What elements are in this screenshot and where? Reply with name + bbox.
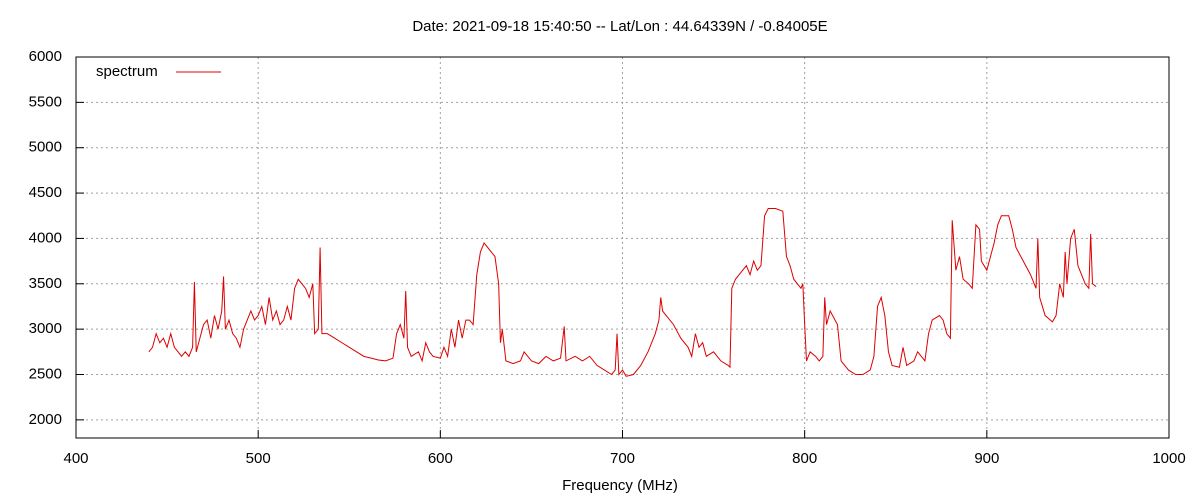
legend-label: spectrum [96, 63, 158, 80]
x-axis-label: Frequency (MHz) [562, 477, 678, 494]
y-tick-label: 3000 [29, 320, 62, 337]
x-tick-label: 400 [63, 450, 88, 467]
y-tick-label: 5000 [29, 139, 62, 156]
y-tick-label: 4500 [29, 184, 62, 201]
y-tick-label: 3500 [29, 275, 62, 292]
y-tick-label: 5500 [29, 93, 62, 110]
x-tick-label: 500 [246, 450, 271, 467]
y-tick-label: 2500 [29, 365, 62, 382]
x-tick-label: 1000 [1152, 450, 1185, 467]
x-tick-label: 700 [610, 450, 635, 467]
y-tick-label: 4000 [29, 229, 62, 246]
y-tick-label: 2000 [29, 411, 62, 428]
data-line [148, 207, 1097, 377]
chart-title: Date: 2021-09-18 15:40:50 -- Lat/Lon : 4… [412, 18, 827, 35]
y-tick-label: 6000 [29, 48, 62, 65]
x-tick-label: 600 [428, 450, 453, 467]
x-tick-label: 800 [792, 450, 817, 467]
x-tick-label: 900 [974, 450, 999, 467]
plot-frame [75, 56, 1170, 439]
